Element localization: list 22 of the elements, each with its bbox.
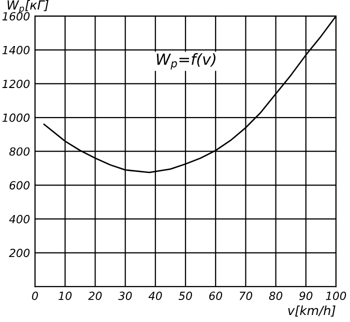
x-tick-label: 100 xyxy=(326,292,346,300)
y-tick-label: 1000 xyxy=(2,114,30,122)
y-tick-label: 200 xyxy=(8,248,30,258)
x-tick-label: 80 xyxy=(269,292,282,300)
y-tick-label: 1200 xyxy=(2,80,30,88)
x-tick-label: 20 xyxy=(88,292,102,300)
y-axis-title: W$_{p}$[кГ] xyxy=(8,0,48,14)
x-tick-label: 40 xyxy=(148,292,162,300)
x-axis-title: v[km/h] xyxy=(288,306,336,317)
x-tick-label: 0 xyxy=(32,292,38,300)
x-tick-label: 90 xyxy=(299,292,312,300)
x-tick-label: 50 xyxy=(178,292,192,300)
y-tick-label: 400 xyxy=(9,214,30,224)
x-tick-label: 30 xyxy=(118,292,132,300)
annotation: W$_{p}$=f(v) xyxy=(156,53,216,70)
x-tick-label: 10 xyxy=(58,292,72,300)
y-tick-label: 1600 xyxy=(2,12,30,20)
y-tick-label: 1400 xyxy=(2,46,30,54)
x-tick-label: 60 xyxy=(209,292,222,300)
y-tick-label: 800 xyxy=(9,147,30,156)
y-tick-label: 600 xyxy=(10,181,30,190)
x-tick-label: 70 xyxy=(240,292,252,300)
